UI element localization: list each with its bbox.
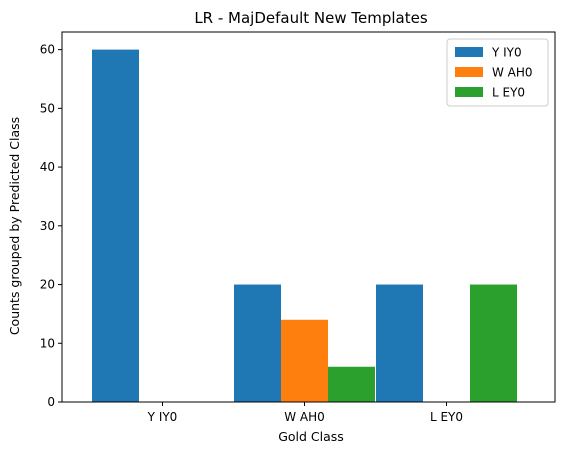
x-tick-label-3: L EY0 xyxy=(430,410,463,424)
legend-swatch-2 xyxy=(455,67,483,77)
legend: Y IY0 W AH0 L EY0 xyxy=(446,38,549,107)
y-tick-label-3: 20 xyxy=(40,278,55,292)
y-tick-label-2: 10 xyxy=(40,336,55,350)
y-axis: 0 10 20 30 40 50 60 xyxy=(40,43,62,409)
chart-title: LR - MajDefault New Templates xyxy=(194,9,428,27)
legend-swatch-3 xyxy=(455,87,483,97)
bar-1-2 xyxy=(234,284,281,402)
legend-label-2: W AH0 xyxy=(492,66,533,80)
legend-swatch-1 xyxy=(455,47,483,57)
bar-2-2 xyxy=(281,319,328,402)
y-axis-label: Counts grouped by Predicted Class xyxy=(7,117,22,335)
y-tick-label-4: 30 xyxy=(40,219,55,233)
bars-group xyxy=(92,49,517,402)
y-tick-label-7: 60 xyxy=(40,43,55,57)
legend-label-1: Y IY0 xyxy=(491,46,522,60)
bar-3-3 xyxy=(470,284,517,402)
plot-frame xyxy=(61,31,556,403)
x-tick-label-1: Y IY0 xyxy=(147,410,178,424)
y-tick-label-1: 0 xyxy=(47,395,55,409)
x-axis-label: Gold Class xyxy=(278,429,344,444)
x-tick-label-2: W AH0 xyxy=(284,410,325,424)
legend-label-3: L EY0 xyxy=(492,86,525,100)
x-axis: Y IY0 W AH0 L EY0 xyxy=(147,402,463,424)
bar-3-2 xyxy=(328,366,375,402)
y-tick-label-6: 50 xyxy=(40,101,55,115)
y-tick-label-5: 40 xyxy=(40,160,55,174)
bar-1-3 xyxy=(376,284,423,402)
bar-1-1 xyxy=(92,49,139,402)
